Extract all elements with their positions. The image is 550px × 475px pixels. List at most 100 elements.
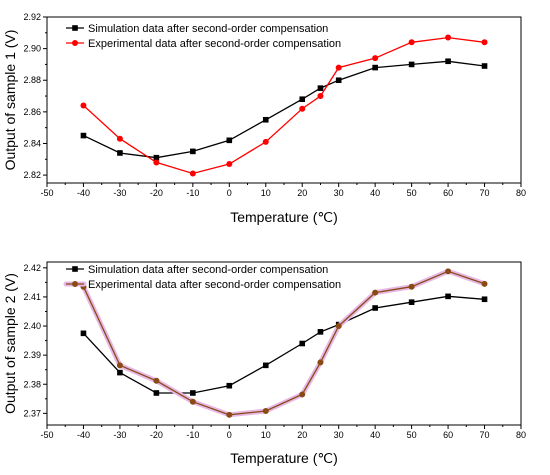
series-point [80,102,87,109]
y-tick-label: 2.86 [23,107,41,117]
legend-marker [72,266,78,272]
x-tick-label: 80 [516,430,526,440]
x-tick-label: -40 [77,430,90,440]
x-tick-label: 0 [227,430,232,440]
x-tick-label: 60 [443,430,453,440]
series-point [117,369,123,376]
x-tick-label: 20 [297,188,307,198]
x-tick-label: 70 [480,430,490,440]
series-point [481,39,488,46]
x-tick-label: -50 [40,430,53,440]
x-tick-label: 40 [370,430,380,440]
series-point [481,296,488,303]
series-point [445,293,451,300]
series-point [116,135,123,142]
y-tick-label: 2.41 [23,292,41,302]
x-tick-label: 30 [334,430,344,440]
series-point [408,283,415,290]
series-halo [81,268,487,418]
x-tick-label: 70 [480,188,490,198]
legend-label: Simulation data after second-order compe… [88,23,328,35]
x-tick-label: 80 [516,188,526,198]
chart-panel-1: -50 -40 -30 -20 -10 0 10 20 30 40 50 60 70 80 2.82 2.84… [2,12,526,225]
series-point [190,148,196,155]
legend-marker [72,281,78,287]
series-point [317,359,324,366]
series-point [408,61,415,68]
series-point [262,362,269,369]
y-tick-label: 2.82 [23,170,41,180]
series-point [189,398,196,405]
y-axis-title: Output of sample 2 (V) [2,273,18,414]
x-tick-label: 50 [407,188,417,198]
series-point [262,116,269,123]
x-tick-label: 60 [443,188,453,198]
series-point [262,408,269,415]
y-tick-label: 2.88 [23,75,41,85]
series-point [445,268,452,275]
legend-label: Experimental data after second-order com… [88,279,341,291]
series-point [372,289,379,296]
x-tick-label: -50 [40,188,53,198]
series-point [335,64,342,71]
x-tick-label: -20 [150,430,163,440]
x-tick-label: -30 [113,430,126,440]
y-tick-label: 2.38 [23,379,41,389]
series-point [153,154,160,161]
series-point [190,390,196,396]
series-point [153,159,160,166]
series-point [335,77,342,84]
x-tick-label: -10 [186,188,199,198]
series-point [299,96,306,103]
x-tick-label: 10 [261,430,271,440]
series-point [153,390,160,396]
y-tick-label: 2.39 [23,350,41,360]
series-point [226,161,233,168]
series-line-2 [83,36,485,175]
chart-panel-2: -50 -40 -30 -20 -10 0 10 20 30 40 50 60 70 80 2.37 2.38… [2,261,526,466]
series-point [116,362,123,369]
x-tick-label: 50 [407,430,417,440]
x-tick-label: -30 [113,188,126,198]
series-point [317,93,324,100]
series-point [408,299,415,305]
legend-marker [72,25,78,31]
series-line-1 [83,295,485,394]
series-point [481,63,488,69]
x-tick-label: 30 [334,188,344,198]
series-point [335,323,342,330]
series-point [372,64,378,71]
series-point [153,377,160,384]
x-tick-label: 10 [261,188,271,198]
x-tick-label: -10 [186,430,199,440]
series-point [299,340,306,347]
series-point [299,391,306,398]
y-tick-label: 2.90 [23,44,41,54]
series-line-2 [82,270,485,416]
series-point [189,170,196,177]
series-point [117,150,123,156]
series-point [262,138,269,145]
y-axis-title: Output of sample 1 (V) [2,30,18,171]
series-point [445,34,452,41]
series-point [80,330,87,337]
series-point [317,85,324,91]
series-point [372,55,379,62]
series-point [226,382,233,389]
x-axis-title: Temperature (℃) [230,450,338,466]
y-tick-label: 2.40 [23,321,41,331]
series-line-1 [83,60,485,159]
x-tick-label: 20 [297,430,307,440]
series-point [317,329,324,335]
x-tick-label: 40 [370,188,380,198]
series-point [372,305,378,311]
series-point [445,58,451,65]
y-tick-label: 2.42 [23,263,41,273]
x-tick-label: 0 [227,188,232,198]
legend-marker [72,40,78,46]
series-point [408,39,415,46]
legend-label: Experimental data after second-order com… [88,38,341,50]
series-point [80,132,87,139]
